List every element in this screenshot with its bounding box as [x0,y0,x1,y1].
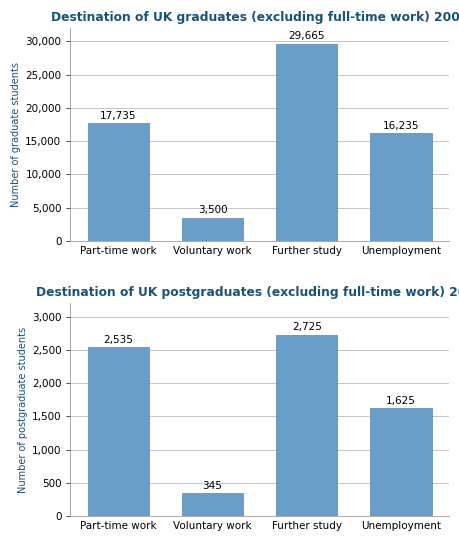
Text: 16,235: 16,235 [382,120,419,131]
Text: 3,500: 3,500 [197,205,227,215]
Bar [369,133,431,241]
Text: 2,725: 2,725 [291,322,321,332]
Bar [181,493,243,516]
Text: 345: 345 [202,481,222,491]
Bar [88,123,149,241]
Title: Destination of UK postgraduates (excluding full-time work) 2008: Destination of UK postgraduates (excludi… [36,286,459,299]
Text: 1,625: 1,625 [385,396,415,405]
Bar [275,43,337,241]
Title: Destination of UK graduates (excluding full-time work) 2008: Destination of UK graduates (excluding f… [51,11,459,24]
Text: 2,535: 2,535 [103,335,133,345]
Text: 29,665: 29,665 [288,31,325,41]
Bar [88,347,149,516]
Y-axis label: Number of postgraduate students: Number of postgraduate students [17,327,28,493]
Bar [181,217,243,241]
Text: 17,735: 17,735 [100,111,136,120]
Y-axis label: Number of graduate students: Number of graduate students [11,62,21,207]
Bar [275,335,337,516]
Bar [369,408,431,516]
